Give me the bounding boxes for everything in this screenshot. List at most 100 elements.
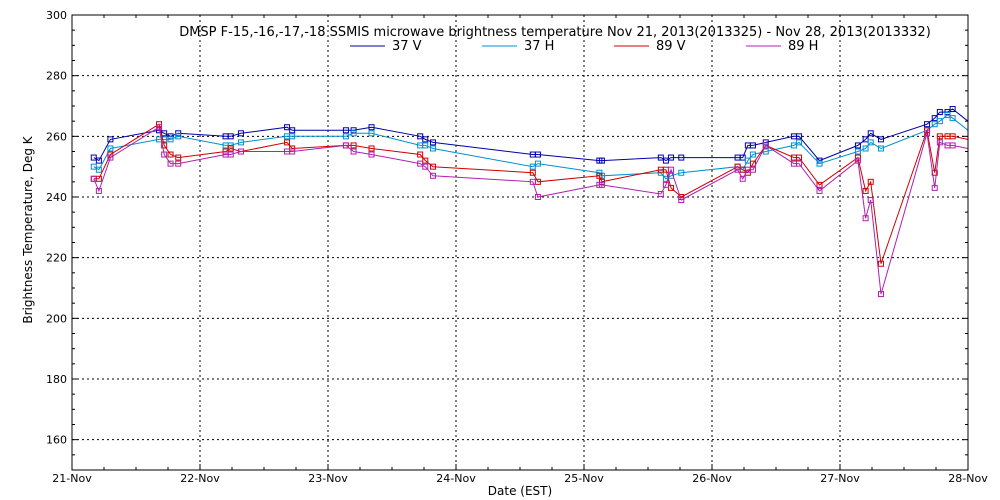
data-point [657,169,664,176]
data-point [949,106,956,113]
data-point [429,163,436,170]
series-37-h [90,112,969,182]
data-point [678,197,685,204]
data-point [350,127,357,134]
data-point [227,151,234,158]
y-axis-title: Brightness Temperature, Deg K [21,135,35,323]
y-tick-label: 240 [46,191,67,204]
data-point [678,169,685,176]
data-point [237,148,244,155]
data-point [368,151,375,158]
data-point [936,139,943,146]
data-point [429,172,436,179]
data-point [289,148,296,155]
data-point [924,130,931,137]
y-tick-label: 280 [46,70,67,83]
data-point [175,160,182,167]
y-tick-label: 260 [46,130,67,143]
data-point [368,130,375,137]
data-point [107,154,114,161]
data-point [422,163,429,170]
data-point [678,154,685,161]
data-point [529,169,536,176]
data-point [534,194,541,200]
data-point [95,166,102,173]
x-tick-label: 27-Nov [820,472,860,485]
data-point [417,133,424,140]
data-point [227,145,234,152]
data-point [107,145,114,152]
data-point [867,130,874,137]
data-point [534,151,541,158]
data-point [816,187,823,194]
chart-title: DMSP F-15,-16,-17,-18 SSMIS microwave br… [179,25,931,40]
x-tick-label: 24-Nov [436,472,476,485]
data-point [284,124,291,131]
data-point [156,124,163,131]
data-point [877,136,884,143]
legend: 37 V 37 H 89 V 89 H [350,39,818,54]
data-point [924,121,931,128]
data-point [668,154,675,161]
data-point [877,145,884,152]
y-tick-label: 220 [46,252,67,265]
data-point [529,178,536,185]
series-line [93,114,969,180]
data-point [598,181,605,188]
data-point [237,130,244,137]
data-point [762,142,769,149]
data-point [90,175,97,182]
data-point [289,127,296,134]
data-point [949,115,956,122]
data-point [167,160,174,167]
y-tick-label: 300 [46,9,67,22]
data-point [944,112,951,119]
data-point [417,160,424,167]
x-tick-label: 21-Nov [52,472,92,485]
data-point [350,148,357,155]
data-point [237,139,244,146]
x-tick-label: 28-Nov [948,472,988,485]
data-point [949,142,956,149]
legend-label: 89 V [656,39,686,54]
data-point [662,157,669,164]
data-point [854,148,861,155]
x-axis-title: Date (EST) [488,484,552,498]
data-point [749,151,756,158]
grid-lines [72,15,968,470]
data-point [350,130,357,137]
data-point [739,175,746,182]
data-point [289,133,296,140]
data-point [796,139,803,146]
data-point [749,142,756,149]
data-point [936,118,943,125]
data-point [598,157,605,164]
data-point [744,157,751,164]
data-point [175,154,182,161]
y-tick-label: 180 [46,373,67,386]
data-point [422,157,429,164]
data-point [739,154,746,161]
axis-ticks: 21-Nov 22-Nov 23-Nov 24-Nov 25-Nov 26-Nov 27-N… [46,9,988,485]
legend-label: 37 H [524,39,554,54]
data-point [657,154,664,161]
data-point [368,145,375,152]
data-point [931,115,938,122]
data-point [796,154,803,161]
data-point [422,136,429,143]
data-point [862,145,869,152]
data-point [749,160,756,167]
data-point [790,142,797,149]
data-point [877,260,884,267]
plot-frame [71,14,969,471]
data-point [167,133,174,140]
data-point [862,136,869,143]
data-point [429,145,436,152]
series-89-h [90,124,969,298]
data-point [877,291,884,298]
data-point [161,151,168,158]
data-point [167,151,174,158]
data-point [854,157,861,164]
legend-label: 37 V [392,39,422,54]
data-point [534,160,541,167]
